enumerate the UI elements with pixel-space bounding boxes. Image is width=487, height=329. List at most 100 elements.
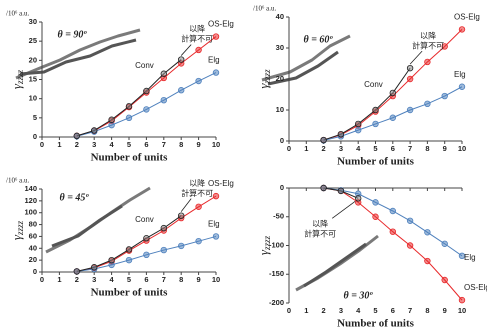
x-tick-label: 6	[391, 306, 395, 315]
series-label: Elg	[208, 220, 220, 229]
data-point	[338, 131, 344, 137]
data-point	[161, 71, 167, 77]
x-tick-label: 4	[110, 140, 115, 149]
data-point	[425, 59, 431, 65]
data-point	[91, 128, 97, 134]
x-tick-label: 2	[322, 306, 326, 315]
x-tick-label: 6	[144, 140, 148, 149]
y-tick-label: 0	[33, 132, 37, 141]
data-point	[355, 127, 361, 133]
series-label: Elg	[208, 56, 220, 65]
molecule	[304, 244, 366, 286]
data-point	[178, 87, 184, 93]
data-point	[144, 88, 150, 94]
data-point	[178, 213, 184, 219]
y-axis-label: γzzzz	[256, 69, 272, 89]
x-tick-label: 0	[287, 144, 291, 153]
data-point	[407, 218, 413, 224]
data-point	[442, 93, 448, 99]
x-tick-label: 2	[322, 144, 326, 153]
x-tick-label: 3	[92, 275, 96, 284]
annotation-line: 以降	[312, 218, 328, 228]
data-point	[144, 252, 150, 258]
annotation-line: 以降	[189, 24, 205, 34]
data-point	[355, 196, 361, 202]
data-point	[321, 137, 327, 143]
data-point	[196, 47, 202, 53]
y-tick-label: 10	[29, 94, 37, 103]
series-line	[77, 73, 216, 137]
data-point	[459, 297, 465, 303]
x-tick-label: 7	[162, 275, 166, 284]
y-tick-label: 5	[33, 113, 37, 122]
series-label: Conv	[364, 80, 383, 89]
y-tick-label: -50	[273, 212, 284, 221]
annotation-line: 計算不可	[181, 34, 213, 44]
x-tick-label: 3	[339, 144, 343, 153]
y-tick-label: 20	[29, 255, 37, 264]
data-point	[373, 121, 379, 127]
y-tick-label: 120	[24, 196, 37, 205]
data-point	[109, 257, 115, 263]
x-axis-label: Number of units	[337, 318, 415, 329]
unit-label: /10⁶ a.u.	[6, 177, 29, 185]
data-point	[161, 97, 167, 103]
data-point	[407, 243, 413, 249]
annotation-line: 計算不可	[412, 40, 444, 50]
data-point	[74, 269, 80, 275]
data-point	[442, 241, 448, 247]
figure: 051015202530012345678910Number of unitsγ…	[0, 0, 487, 329]
data-point	[425, 101, 431, 107]
x-tick-label: 1	[304, 306, 308, 315]
data-point	[213, 193, 219, 199]
y-tick-label: 60	[29, 231, 37, 240]
data-point	[425, 258, 431, 264]
series-label: Conv	[135, 61, 154, 70]
data-point	[390, 229, 396, 235]
data-point	[161, 247, 167, 253]
data-point	[91, 264, 97, 270]
data-point	[126, 247, 132, 253]
data-point	[196, 204, 202, 210]
x-axis-label: Number of units	[91, 287, 169, 299]
data-point	[213, 70, 219, 76]
panel-title: θ = 30º	[344, 290, 374, 301]
data-point	[213, 234, 219, 240]
y-tick-label: 10	[276, 105, 284, 114]
x-tick-label: 1	[57, 275, 61, 284]
x-tick-label: 4	[110, 275, 115, 284]
y-tick-label: 140	[24, 184, 37, 193]
x-tick-label: 2	[75, 275, 79, 284]
x-tick-label: 9	[443, 306, 447, 315]
data-point	[126, 115, 132, 121]
data-point	[126, 257, 132, 263]
x-tick-label: 3	[339, 306, 343, 315]
y-axis-label-subscript: zzzz	[15, 69, 25, 85]
series-label: Elg	[454, 70, 466, 79]
data-point	[459, 27, 465, 33]
data-point	[178, 243, 184, 249]
x-tick-label: 0	[40, 275, 44, 284]
data-point	[74, 133, 80, 139]
x-tick-label: 9	[197, 140, 201, 149]
data-point	[407, 65, 413, 71]
series-label: OS-Elg	[208, 179, 234, 188]
data-point	[390, 208, 396, 214]
data-point	[213, 34, 219, 40]
series-line	[324, 68, 411, 140]
y-tick-label: -200	[269, 298, 284, 307]
x-tick-label: 9	[197, 275, 201, 284]
annotation-arrow	[410, 51, 422, 64]
data-point	[390, 90, 396, 96]
data-point	[390, 115, 396, 121]
series-label: Elg	[464, 253, 476, 262]
data-point	[338, 188, 344, 194]
x-tick-label: 8	[425, 306, 429, 315]
data-point	[196, 238, 202, 244]
data-point	[373, 107, 379, 113]
x-tick-label: 7	[408, 306, 412, 315]
x-tick-label: 2	[75, 140, 79, 149]
y-tick-label: 30	[276, 43, 284, 52]
data-point	[178, 57, 184, 63]
x-tick-label: 4	[356, 144, 361, 153]
